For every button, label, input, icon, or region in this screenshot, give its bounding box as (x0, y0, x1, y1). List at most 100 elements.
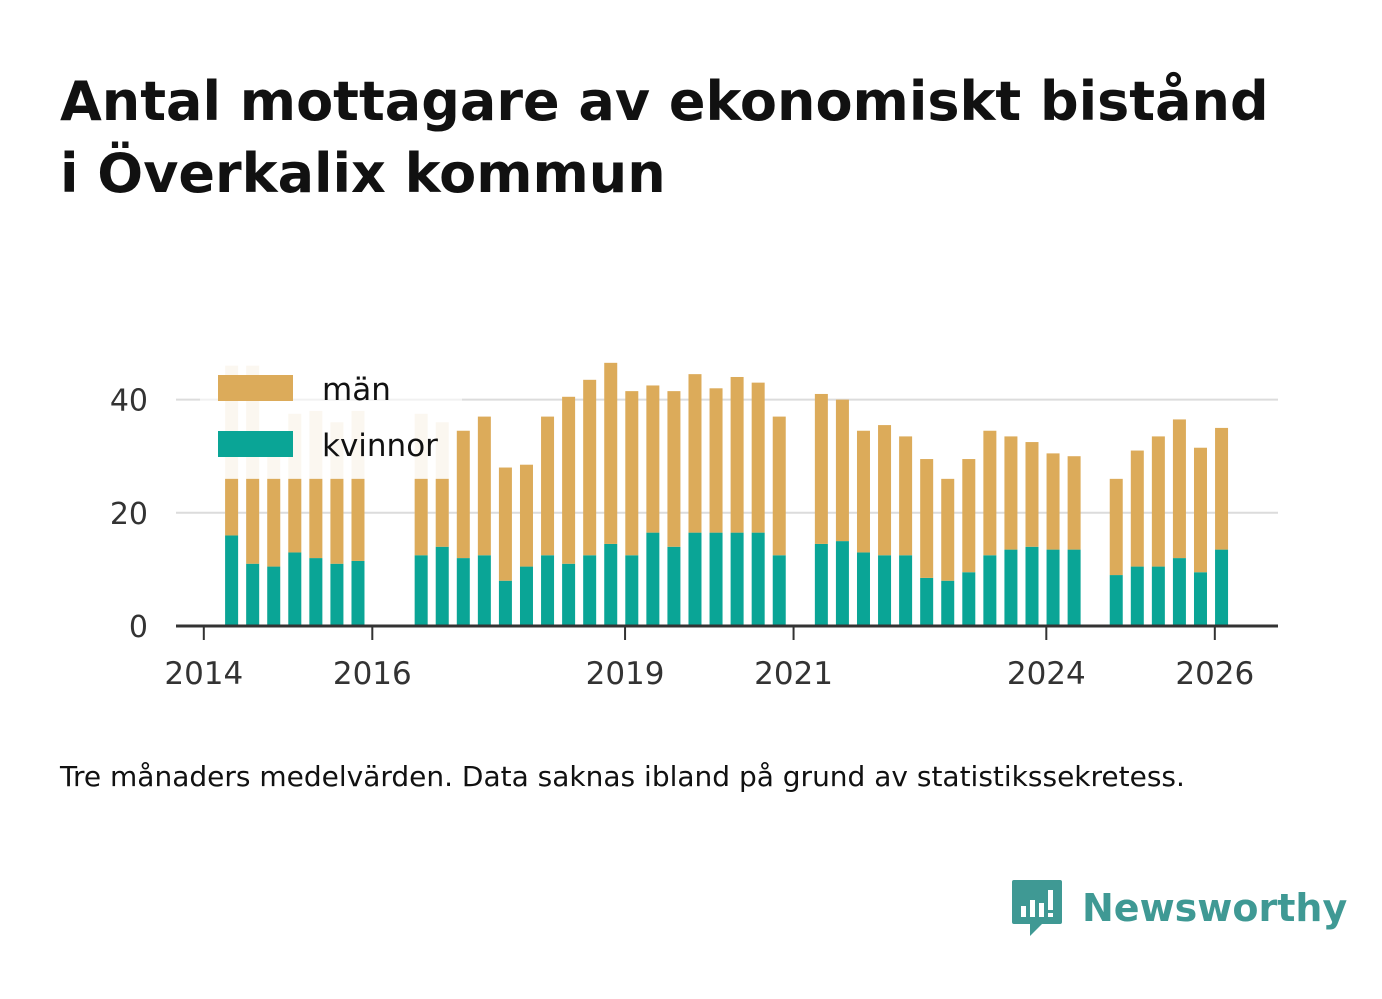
bar-kvinnor (1004, 549, 1018, 626)
bar-kvinnor (983, 555, 997, 626)
bar-man (583, 379, 597, 556)
newsworthy-brand[interactable]: Newsworthy (1010, 876, 1347, 940)
bar-man (414, 478, 428, 556)
bar-kvinnor (835, 541, 849, 626)
bar-man (562, 396, 576, 564)
bar-man (267, 478, 281, 567)
bar-man (751, 382, 765, 533)
bar-kvinnor (1046, 549, 1060, 626)
x-tick-label-2024: 2024 (1007, 656, 1086, 692)
bar-kvinnor (541, 555, 555, 626)
bar-kvinnor (351, 560, 365, 626)
bar-kvinnor (1025, 546, 1039, 626)
newsworthy-logo-icon (1012, 880, 1062, 936)
bar-man (1046, 453, 1060, 550)
bar-kvinnor (1215, 549, 1229, 626)
bar-man (1130, 450, 1144, 567)
bar-man (1004, 436, 1018, 550)
bar-kvinnor (435, 546, 449, 626)
bar-kvinnor (414, 555, 428, 626)
bar-man (835, 399, 849, 542)
bar-man (983, 430, 997, 556)
bar-man (962, 459, 976, 573)
bar-man (1067, 456, 1081, 550)
bar-kvinnor (519, 566, 533, 626)
bar-man (646, 385, 660, 533)
bar-kvinnor (688, 532, 702, 626)
bar-man (1151, 436, 1165, 567)
bar-man (541, 416, 555, 556)
bar-kvinnor (856, 552, 870, 626)
bar-kvinnor (1172, 558, 1186, 626)
bar-kvinnor (288, 552, 302, 626)
bar-kvinnor (309, 558, 323, 626)
legend-swatch-man (218, 375, 293, 401)
chart-title-line-2: i Överkalix kommun (60, 142, 666, 205)
bar-man (1215, 427, 1229, 550)
legend-swatch-kvinnor (218, 431, 293, 457)
bar-kvinnor (709, 532, 723, 626)
bar-man (625, 391, 639, 556)
bar-man (1025, 442, 1039, 547)
bar-man (456, 430, 470, 559)
bar-kvinnor (498, 580, 512, 626)
bar-man (604, 362, 618, 544)
bar-kvinnor (1067, 549, 1081, 626)
bar-man (309, 478, 323, 559)
x-tick-label-2016: 2016 (333, 656, 412, 692)
brand-name: Newsworthy (1082, 886, 1348, 930)
bar-kvinnor (772, 555, 786, 626)
bar-man (435, 478, 449, 547)
legend-label-man: män (322, 372, 391, 408)
bar-man (477, 416, 491, 556)
bar-kvinnor (878, 555, 892, 626)
legend-label-kvinnor: kvinnor (322, 428, 438, 464)
x-tick-label-2026: 2026 (1175, 656, 1254, 692)
bar-man (667, 391, 681, 547)
bar-man (688, 374, 702, 533)
bar-kvinnor (899, 555, 913, 626)
bar-kvinnor (583, 555, 597, 626)
y-tick-label-20: 20 (110, 497, 148, 532)
bar-kvinnor (730, 532, 744, 626)
y-tick-label-40: 40 (110, 384, 148, 419)
bar-man (730, 376, 744, 533)
bar-kvinnor (246, 563, 260, 626)
bar-kvinnor (330, 563, 344, 626)
chart-title: Antal mottagare av ekonomiskt bistånd i … (60, 66, 1340, 210)
bar-kvinnor (225, 535, 239, 626)
bar-man (246, 478, 260, 564)
bar-man (351, 478, 365, 561)
bar-man (856, 430, 870, 553)
bar-kvinnor (962, 572, 976, 626)
bar-kvinnor (477, 555, 491, 626)
bar-man (878, 425, 892, 556)
bar-kvinnor (1130, 566, 1144, 626)
chart-caption: Tre månaders medelvärden. Data saknas ib… (60, 760, 1185, 793)
bar-kvinnor (1109, 575, 1123, 626)
bar-kvinnor (1193, 572, 1207, 626)
x-tick-label-2019: 2019 (586, 656, 665, 692)
x-tick-label-2021: 2021 (754, 656, 833, 692)
bar-kvinnor (751, 532, 765, 626)
bar-man (920, 459, 934, 578)
bar-kvinnor (625, 555, 639, 626)
bar-kvinnor (646, 532, 660, 626)
bar-man (814, 393, 828, 544)
bar-kvinnor (456, 558, 470, 626)
bar-man (899, 436, 913, 556)
bar-man (772, 416, 786, 556)
bar-man (1172, 419, 1186, 559)
bar-kvinnor (562, 563, 576, 626)
bar-kvinnor (667, 546, 681, 626)
bar-kvinnor (941, 580, 955, 626)
bar-man (709, 388, 723, 533)
bar-kvinnor (604, 543, 618, 626)
bar-man (1109, 478, 1123, 576)
bar-kvinnor (1151, 566, 1165, 626)
bar-man (519, 464, 533, 567)
bar-kvinnor (814, 543, 828, 626)
bar-man (941, 478, 955, 581)
y-tick-label-0: 0 (129, 610, 148, 645)
